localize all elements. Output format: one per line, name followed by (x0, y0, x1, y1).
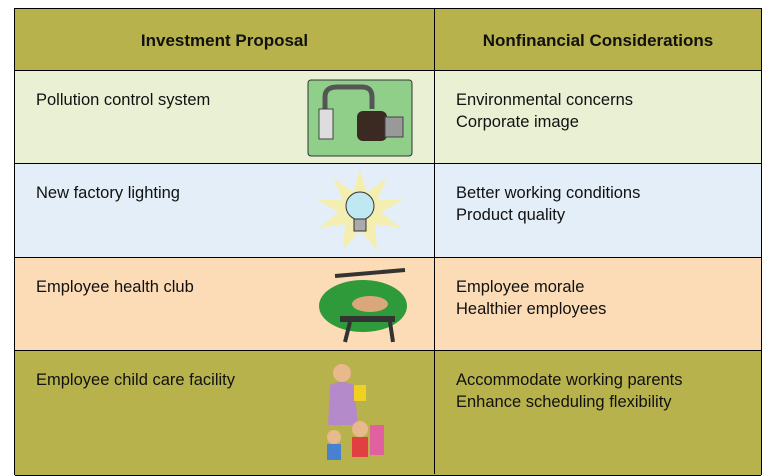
proposal: Employee child care facility (36, 371, 235, 389)
consideration: Accommodate working parents (456, 371, 683, 389)
considerations: Better working conditions Product qualit… (456, 182, 640, 226)
consideration: Corporate image (456, 113, 579, 131)
pollution-icon (307, 79, 413, 157)
proposal: Pollution control system (36, 91, 211, 109)
considerations: Accommodate working parents Enhance sche… (456, 369, 683, 413)
table: Investment Proposal Nonfinancial Conside… (14, 8, 762, 476)
consideration: Healthier employees (456, 300, 607, 318)
column-divider (434, 9, 435, 474)
proposal: Employee health club (36, 278, 194, 296)
consideration: Better working conditions (456, 184, 641, 202)
table-row: New factory lighting Better working cond… (15, 164, 761, 258)
table-row: Employee health club Employee morale Hea… (15, 258, 761, 351)
consideration: Employee morale (456, 278, 585, 296)
table-row: Pollution control system Environmental c… (15, 71, 761, 164)
considerations: Environmental concerns Corporate image (456, 89, 633, 133)
header-row: Investment Proposal Nonfinancial Conside… (15, 9, 761, 71)
consideration: Environmental concerns (456, 91, 634, 109)
consideration: Enhance scheduling flexibility (456, 393, 672, 411)
header-cell: Investment Proposal (140, 31, 309, 50)
lightbulb-icon (317, 170, 403, 250)
header-cell: Nonfinancial Considerations (482, 31, 714, 50)
considerations: Employee morale Healthier employees (456, 276, 606, 320)
table-row: Employee child care facility Accommodate… (15, 351, 761, 476)
gym-icon (319, 268, 407, 343)
proposal: New factory lighting (36, 184, 180, 202)
childcare-icon (327, 364, 384, 460)
consideration: Product quality (456, 206, 566, 224)
